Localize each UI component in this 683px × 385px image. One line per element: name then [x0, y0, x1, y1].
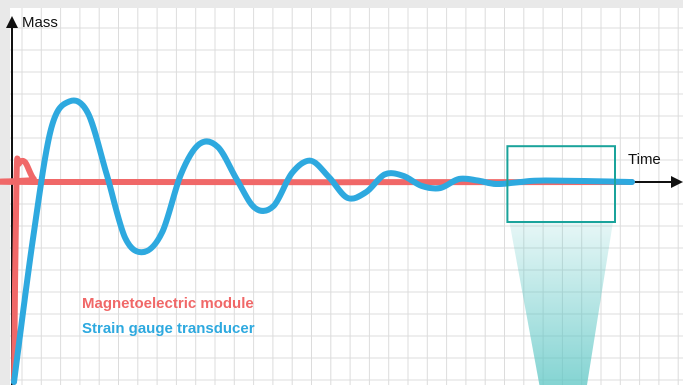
- x-axis-label: Time: [628, 151, 661, 168]
- zoom-cone: [509, 222, 613, 385]
- y-axis-label: Mass: [22, 14, 58, 31]
- legend-entry-magnetoelectric-module: Magnetoelectric module: [82, 295, 254, 312]
- series-line-strain-gauge-transducer: [11, 97, 635, 385]
- legend-entry-strain-gauge-transducer: Strain gauge transducer: [82, 320, 255, 337]
- highlight-box: [506, 145, 616, 223]
- series-line-magnetoelectric-module: [0, 155, 635, 385]
- grid: [10, 8, 683, 385]
